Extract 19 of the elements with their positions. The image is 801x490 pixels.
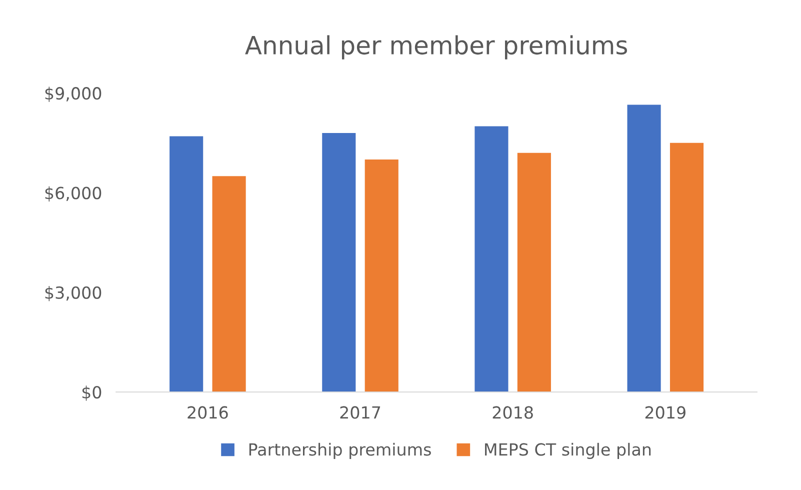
legend-label: MEPS CT single plan — [485, 442, 651, 459]
y-tick-label: $3,000 — [45, 286, 102, 302]
bar — [627, 104, 661, 392]
bar — [474, 126, 508, 392]
y-tick-label: $9,000 — [45, 86, 102, 102]
legend-label: Partnership premiums — [249, 442, 431, 459]
bar — [170, 136, 204, 392]
chart-title: Annual per member premiums — [245, 35, 628, 60]
y-tick-label: $6,000 — [45, 186, 102, 202]
x-tick-label: 2016 — [188, 406, 228, 419]
bar — [364, 160, 398, 392]
bar — [517, 152, 551, 392]
bar — [322, 132, 356, 392]
x-tick-label: 2018 — [492, 406, 533, 419]
bar — [212, 176, 246, 392]
bar — [670, 142, 704, 392]
x-tick-label: 2019 — [645, 406, 686, 419]
x-tick-label: 2017 — [340, 406, 380, 419]
y-tick-label: $0 — [82, 386, 102, 401]
